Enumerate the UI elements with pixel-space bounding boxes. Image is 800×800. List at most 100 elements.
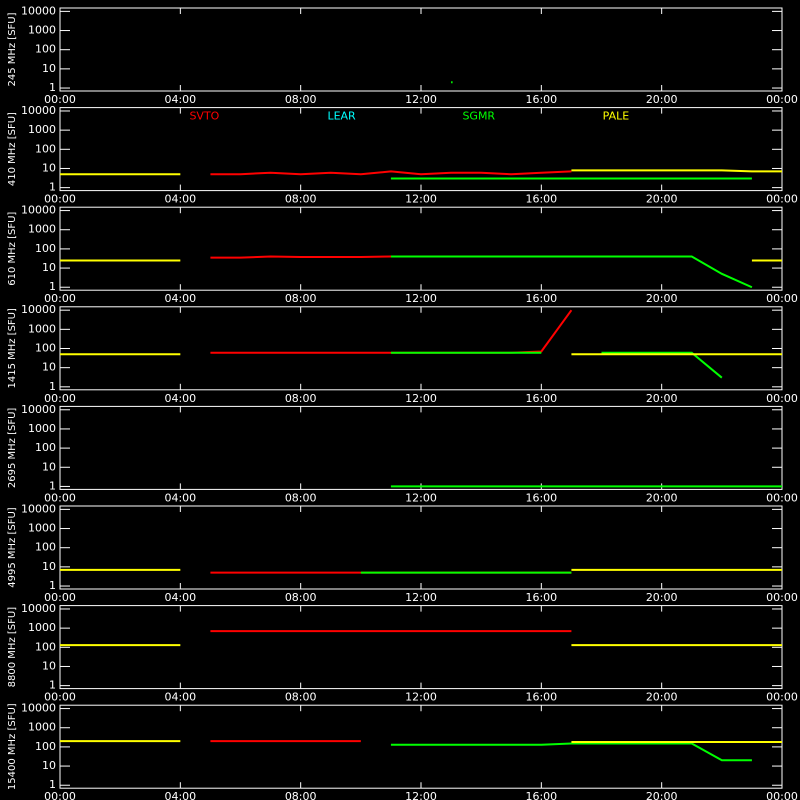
y-tick-label: 1 [49,479,56,492]
x-tick-label: 12:00 [405,691,437,704]
series-line [210,170,572,176]
plot-frame [59,505,783,590]
y-tick-label: 10 [42,759,56,772]
y-tick-label: 10 [42,161,56,174]
x-tick-label: 16:00 [525,691,557,704]
y-tick-label: 1 [49,579,56,592]
y-axis-label: 8800 MHz [SFU] [7,607,18,688]
x-tick-label: 00:00 [44,491,76,504]
x-tick-label: 08:00 [285,591,317,604]
y-tick-label: 1000 [28,721,56,734]
y-tick-label: 100 [35,142,56,155]
y-tick-label: 1000 [28,522,56,535]
y-tick-label: 1 [49,679,56,692]
y-tick-label: 1 [49,778,56,791]
x-tick-label: 16:00 [525,591,557,604]
y-tick-label: 100 [35,43,56,56]
x-tick-label: 08:00 [285,193,317,206]
y-tick-label: 10000 [21,204,56,217]
x-tick-label: 00:00 [44,392,76,405]
x-tick-label: 12:00 [405,93,437,106]
y-tick-label: 1000 [28,123,56,136]
y-axis-label: 245 MHz [SFU] [7,12,18,86]
x-tick-label: 04:00 [164,392,196,405]
x-tick-label: 16:00 [525,392,557,405]
x-tick-label: 16:00 [525,790,557,800]
legend-label: SGMR [462,110,495,123]
y-tick-label: 10000 [21,702,56,715]
x-tick-label: 00:00 [766,292,798,305]
x-tick-label: 12:00 [405,790,437,800]
y-tick-label: 1 [49,280,56,293]
legend-label: PALE [603,110,630,123]
legend-label: LEAR [327,110,356,123]
x-tick-label: 20:00 [646,790,678,800]
x-tick-label: 12:00 [405,193,437,206]
y-tick-label: 10 [42,261,56,274]
y-tick-label: 10 [42,62,56,75]
x-tick-label: 04:00 [164,691,196,704]
x-tick-label: 20:00 [646,491,678,504]
y-axis-label: 15400 MHz [SFU] [7,703,18,790]
series-line [210,309,573,354]
x-tick-label: 00:00 [44,790,76,800]
plot-frame [59,405,783,490]
x-tick-label: 08:00 [285,292,317,305]
x-tick-label: 00:00 [44,292,76,305]
x-tick-label: 08:00 [285,93,317,106]
plot-frame [59,7,783,92]
y-axis-label: 610 MHz [SFU] [7,212,18,286]
series-line [390,742,752,762]
x-tick-label: 08:00 [285,691,317,704]
x-tick-label: 00:00 [766,591,798,604]
y-tick-label: 1 [49,181,56,194]
x-tick-label: 00:00 [44,193,76,206]
y-tick-label: 10 [42,460,56,473]
x-tick-label: 04:00 [164,93,196,106]
x-tick-label: 00:00 [44,591,76,604]
y-tick-label: 100 [35,242,56,255]
y-tick-label: 10000 [21,303,56,316]
x-tick-label: 04:00 [164,292,196,305]
x-tick-label: 12:00 [405,591,437,604]
y-tick-label: 100 [35,541,56,554]
x-tick-label: 16:00 [525,193,557,206]
x-tick-label: 12:00 [405,292,437,305]
plot-frame [59,704,783,789]
y-tick-label: 1000 [28,422,56,435]
series-line [390,255,753,289]
y-tick-label: 1000 [28,223,56,236]
y-tick-label: 10 [42,659,56,672]
legend-label: SVTO [189,110,219,123]
y-tick-label: 100 [35,640,56,653]
x-tick-label: 04:00 [164,491,196,504]
x-tick-label: 00:00 [766,491,798,504]
y-axis-label: 2695 MHz [SFU] [7,408,18,489]
x-tick-label: 16:00 [525,491,557,504]
y-tick-label: 10000 [21,4,56,17]
plot-frame [59,605,783,690]
x-tick-label: 20:00 [646,392,678,405]
x-tick-label: 00:00 [766,193,798,206]
y-tick-label: 10000 [21,502,56,515]
x-tick-label: 04:00 [164,790,196,800]
x-tick-label: 16:00 [525,292,557,305]
y-tick-label: 10 [42,361,56,374]
x-tick-label: 00:00 [766,790,798,800]
plot-frame [59,306,783,391]
y-axis-label: 410 MHz [SFU] [7,112,18,186]
x-tick-label: 16:00 [525,93,557,106]
series-line [390,351,723,379]
x-tick-label: 08:00 [285,392,317,405]
y-tick-label: 1 [49,380,56,393]
x-tick-label: 20:00 [646,292,678,305]
x-tick-label: 08:00 [285,491,317,504]
y-tick-label: 10000 [21,403,56,416]
x-tick-label: 20:00 [646,93,678,106]
y-axis-label: 4995 MHz [SFU] [7,507,18,588]
x-tick-label: 20:00 [646,193,678,206]
x-tick-label: 12:00 [405,392,437,405]
series-line [60,740,782,744]
